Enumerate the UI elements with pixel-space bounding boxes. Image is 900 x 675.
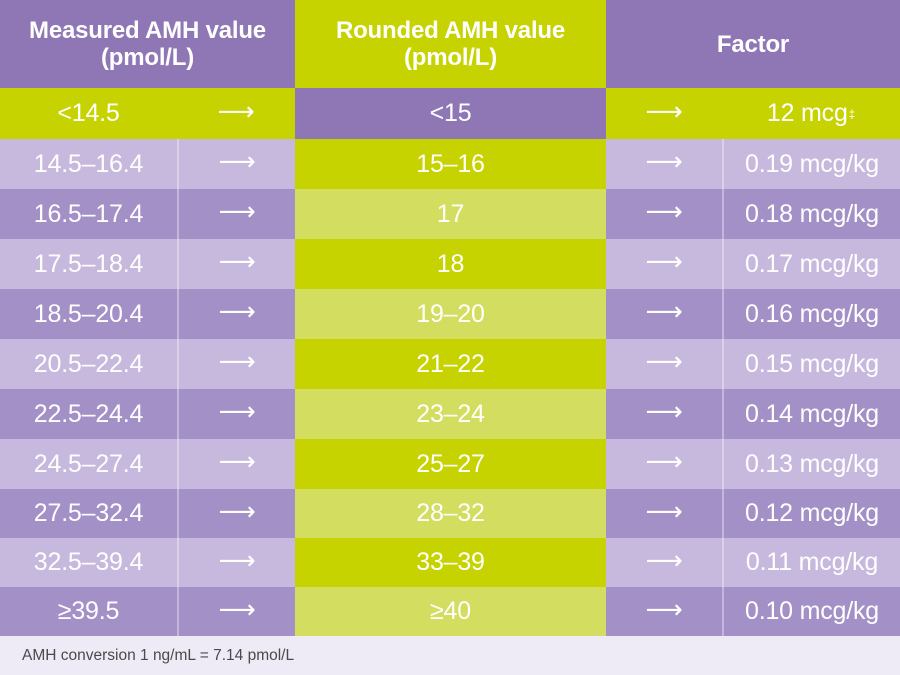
measured-value: 22.5–24.4 [0,389,177,439]
table-row: ≥39.5 ⟶ ≥40 ⟶ 0.10 mcg/kg [0,587,900,636]
rounded-value: 28–32 [295,489,606,538]
table-row: 16.5–17.4 ⟶ 17 ⟶ 0.18 mcg/kg [0,189,900,239]
header-row: Measured AMH value (pmol/L) Rounded AMH … [0,0,900,88]
rounded-value: 23–24 [295,389,606,439]
table-row: 14.5–16.4 ⟶ 15–16 ⟶ 0.19 mcg/kg [0,139,900,189]
arrow-right-icon: ⟶ [177,139,295,189]
rounded-value: 19–20 [295,289,606,339]
arrow-right-icon: ⟶ [606,538,722,587]
rounded-value: 21–22 [295,339,606,389]
arrow-right-icon: ⟶ [606,189,722,239]
arrow-right-icon: ⟶ [177,339,295,389]
factor-value: 0.18 mcg/kg [722,189,900,239]
measured-value: 17.5–18.4 [0,239,177,289]
rounded-value: ≥40 [295,587,606,636]
arrow-right-icon: ⟶ [606,389,722,439]
measured-value: 14.5–16.4 [0,139,177,189]
measured-value: <14.5 [0,88,177,139]
arrow-right-icon: ⟶ [606,489,722,538]
factor-value: 0.11 mcg/kg [722,538,900,587]
factor-value: 0.13 mcg/kg [722,439,900,489]
rounded-value: 33–39 [295,538,606,587]
measured-value: 24.5–27.4 [0,439,177,489]
measured-value: 20.5–22.4 [0,339,177,389]
arrow-right-icon: ⟶ [177,88,295,139]
rounded-value: 17 [295,189,606,239]
header-measured: Measured AMH value (pmol/L) [0,0,295,88]
table-row: 20.5–22.4 ⟶ 21–22 ⟶ 0.15 mcg/kg [0,339,900,389]
arrow-right-icon: ⟶ [606,239,722,289]
header-factor: Factor [606,0,900,88]
rounded-value: <15 [295,88,606,139]
arrow-right-icon: ⟶ [606,139,722,189]
header-rounded: Rounded AMH value (pmol/L) [295,0,606,88]
measured-value: 18.5–20.4 [0,289,177,339]
arrow-right-icon: ⟶ [606,587,722,636]
arrow-right-icon: ⟶ [177,439,295,489]
factor-value: 0.16 mcg/kg [722,289,900,339]
factor-value: 0.10 mcg/kg [722,587,900,636]
rounded-value: 15–16 [295,139,606,189]
measured-value: 16.5–17.4 [0,189,177,239]
measured-value: ≥39.5 [0,587,177,636]
factor-value: 0.17 mcg/kg [722,239,900,289]
conversion-note: AMH conversion 1 ng/mL = 7.14 pmol/L [0,637,900,675]
table-row: 27.5–32.4 ⟶ 28–32 ⟶ 0.12 mcg/kg [0,489,900,538]
arrow-right-icon: ⟶ [606,339,722,389]
table-row: 24.5–27.4 ⟶ 25–27 ⟶ 0.13 mcg/kg [0,439,900,489]
arrow-right-icon: ⟶ [177,538,295,587]
rounded-value: 18 [295,239,606,289]
arrow-right-icon: ⟶ [606,289,722,339]
factor-value: 0.15 mcg/kg [722,339,900,389]
table-row: 17.5–18.4 ⟶ 18 ⟶ 0.17 mcg/kg [0,239,900,289]
measured-value: 32.5–39.4 [0,538,177,587]
arrow-right-icon: ⟶ [177,189,295,239]
measured-value: 27.5–32.4 [0,489,177,538]
arrow-right-icon: ⟶ [177,587,295,636]
factor-value: 0.19 mcg/kg [722,139,900,189]
footnote-mark: ‡ [848,106,856,121]
table-row: 22.5–24.4 ⟶ 23–24 ⟶ 0.14 mcg/kg [0,389,900,439]
arrow-right-icon: ⟶ [606,439,722,489]
arrow-right-icon: ⟶ [177,289,295,339]
factor-value: 12 mcg ‡ [722,88,900,139]
rounded-value: 25–27 [295,439,606,489]
arrow-right-icon: ⟶ [606,88,722,139]
factor-value: 0.14 mcg/kg [722,389,900,439]
table-row-first: <14.5 ⟶ <15 ⟶ 12 mcg ‡ [0,88,900,139]
table-row: 32.5–39.4 ⟶ 33–39 ⟶ 0.11 mcg/kg [0,538,900,587]
factor-value: 0.12 mcg/kg [722,489,900,538]
table-row: 18.5–20.4 ⟶ 19–20 ⟶ 0.16 mcg/kg [0,289,900,339]
arrow-right-icon: ⟶ [177,389,295,439]
factor-text: 12 mcg [766,99,848,127]
arrow-right-icon: ⟶ [177,239,295,289]
arrow-right-icon: ⟶ [177,489,295,538]
